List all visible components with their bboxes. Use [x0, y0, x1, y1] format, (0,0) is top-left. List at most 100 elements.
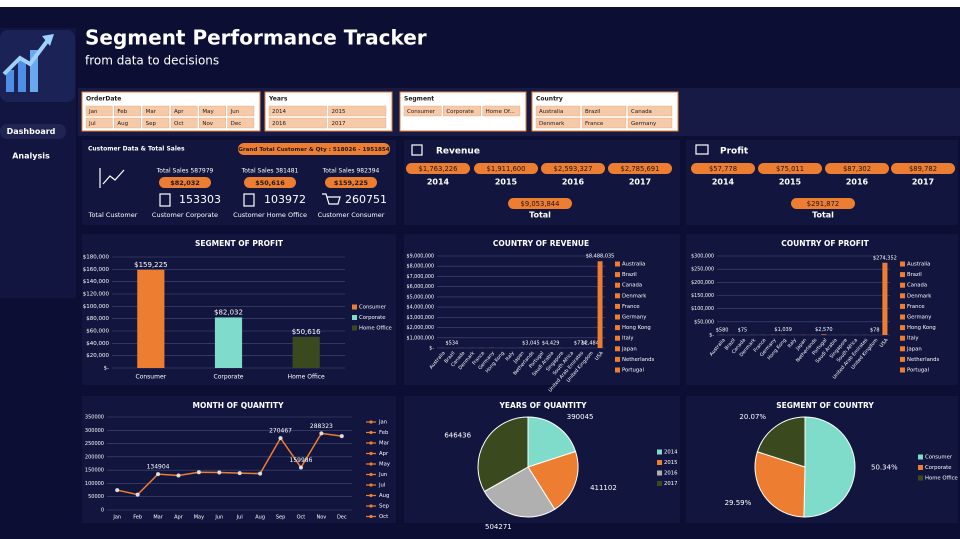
slicer-item[interactable]	[535, 117, 581, 129]
legend-label[interactable]: Home Office	[925, 476, 958, 482]
slicer-item-label[interactable]: 2016	[272, 121, 286, 127]
slicer-item[interactable]	[199, 117, 226, 129]
slicer-item-label[interactable]: Consumer	[407, 109, 436, 115]
slicer-item[interactable]	[199, 105, 226, 117]
legend-label[interactable]: 2017	[664, 481, 677, 487]
legend-label[interactable]: Denmark	[907, 293, 932, 299]
x-tick-label: Jan	[112, 515, 121, 521]
slicer-item[interactable]	[581, 105, 627, 117]
slicer-item-label[interactable]: Corporate	[446, 109, 474, 115]
legend-label[interactable]: 2016	[664, 471, 678, 477]
legend-label[interactable]: Denmark	[622, 293, 647, 299]
slicer-item-label[interactable]: Mar	[146, 109, 157, 115]
legend-label[interactable]: Canada	[907, 283, 927, 289]
slicer-item-label[interactable]: Jan	[88, 109, 98, 115]
slicer-item-label[interactable]: May	[202, 109, 214, 115]
legend-label[interactable]: 2014	[664, 450, 678, 456]
bar	[137, 269, 165, 368]
legend-label[interactable]: Italy	[622, 336, 634, 342]
slicer-item[interactable]	[170, 117, 198, 129]
legend-label[interactable]: Netherlands	[907, 357, 940, 363]
legend-label[interactable]: Germany	[622, 315, 646, 321]
data-label: 270467	[269, 428, 292, 435]
slicer-item[interactable]	[268, 105, 327, 117]
slicer-item-label[interactable]: Aug	[117, 121, 128, 127]
legend-label[interactable]: Jul	[378, 483, 385, 489]
slicer-item[interactable]	[114, 117, 141, 129]
slicer-item-label[interactable]: Nov	[202, 121, 213, 127]
x-tick-label: Home Office	[288, 374, 325, 381]
slicer-item-label[interactable]: Australia	[539, 109, 563, 115]
slicer-item-label[interactable]: 2014	[272, 109, 286, 115]
slicer-item[interactable]	[227, 105, 255, 117]
legend-label[interactable]: Germany	[907, 315, 931, 321]
kpi-customers: 260751	[345, 193, 387, 206]
slicer-item[interactable]	[170, 105, 198, 117]
legend-label[interactable]: France	[907, 304, 925, 310]
slicer-item-label[interactable]: Denmark	[539, 121, 565, 127]
slicer-item[interactable]	[482, 105, 521, 117]
data-label: $159,225	[134, 261, 167, 269]
legend-label[interactable]: Corporate	[925, 465, 951, 471]
slicer-item-label[interactable]: Home Of...	[486, 109, 515, 115]
slicer-item-label[interactable]: 2015	[332, 109, 346, 115]
legend-label[interactable]: Hong Kong	[622, 325, 651, 331]
legend-label[interactable]: Jun	[378, 472, 387, 478]
legend-label[interactable]: Portugal	[622, 368, 644, 374]
legend-label[interactable]: 2015	[664, 460, 677, 466]
slicer-item[interactable]	[581, 117, 627, 129]
slicer-item[interactable]	[627, 117, 673, 129]
legend-label[interactable]: Japan	[906, 346, 922, 352]
legend-label[interactable]: Japan	[621, 346, 637, 352]
legend-label[interactable]: Jan	[378, 420, 387, 426]
slicer-item[interactable]	[627, 105, 673, 117]
slicer-item[interactable]	[328, 117, 387, 129]
slicer-item[interactable]	[142, 105, 170, 117]
slicer-item-label[interactable]: Dec	[231, 121, 242, 127]
slicer-item[interactable]	[85, 105, 113, 117]
slicer-item[interactable]	[142, 117, 170, 129]
slicer-item-label[interactable]: Sep	[146, 121, 157, 127]
slicer-item-label[interactable]: Germany	[631, 121, 657, 127]
slicer-item[interactable]	[227, 117, 255, 129]
legend-label[interactable]: Oct	[379, 514, 388, 520]
legend-label[interactable]: Apr	[379, 451, 389, 457]
legend-label[interactable]: Hong Kong	[907, 325, 936, 331]
slicer-item-label[interactable]: Jul	[88, 121, 96, 127]
slicer-item-label[interactable]: Jun	[230, 109, 240, 115]
slicer-item-label[interactable]: Oct	[174, 121, 184, 127]
slicer-item-label[interactable]: Apr	[174, 109, 184, 115]
legend-label[interactable]: Consumer	[359, 305, 387, 311]
slicer-item[interactable]	[535, 105, 581, 117]
legend-label[interactable]: Italy	[907, 336, 919, 342]
legend-label[interactable]: Consumer	[925, 455, 953, 461]
slicer-item[interactable]	[328, 105, 387, 117]
legend-label[interactable]: Home Office	[359, 326, 392, 332]
nav-item[interactable]: Analysis	[12, 152, 50, 161]
legend-label[interactable]: May	[379, 462, 390, 468]
slicer-item-label[interactable]: Feb	[117, 109, 127, 115]
legend-label[interactable]: Netherlands	[622, 357, 655, 363]
slicer-item-label[interactable]: France	[585, 121, 604, 127]
legend-label[interactable]: Aug	[379, 493, 389, 499]
legend-label[interactable]: France	[622, 304, 640, 310]
legend-label[interactable]: Australia	[622, 262, 645, 268]
slicer-item[interactable]	[85, 117, 113, 129]
legend-label[interactable]: Corporate	[359, 315, 385, 321]
legend-label[interactable]: Portugal	[907, 368, 929, 374]
slicer-item[interactable]	[268, 117, 327, 129]
legend-label[interactable]: Feb	[379, 430, 389, 436]
legend-label[interactable]: Mar	[379, 441, 390, 447]
slicer-item-label[interactable]: Brazil	[585, 109, 601, 115]
legend-label[interactable]: Brazil	[907, 272, 922, 278]
legend-label[interactable]: Australia	[907, 262, 930, 268]
legend-label[interactable]: Brazil	[622, 272, 637, 278]
slicer-item[interactable]	[114, 105, 141, 117]
slicer-item[interactable]	[443, 105, 481, 117]
legend-label[interactable]: Canada	[622, 283, 642, 289]
slicer-item-label[interactable]: 2017	[332, 121, 346, 127]
slicer-item-label[interactable]: Canada	[631, 109, 652, 115]
slicer-item[interactable]	[403, 105, 442, 117]
legend-label[interactable]: Sep	[379, 504, 390, 510]
nav-item[interactable]: Dashboard	[7, 127, 56, 136]
